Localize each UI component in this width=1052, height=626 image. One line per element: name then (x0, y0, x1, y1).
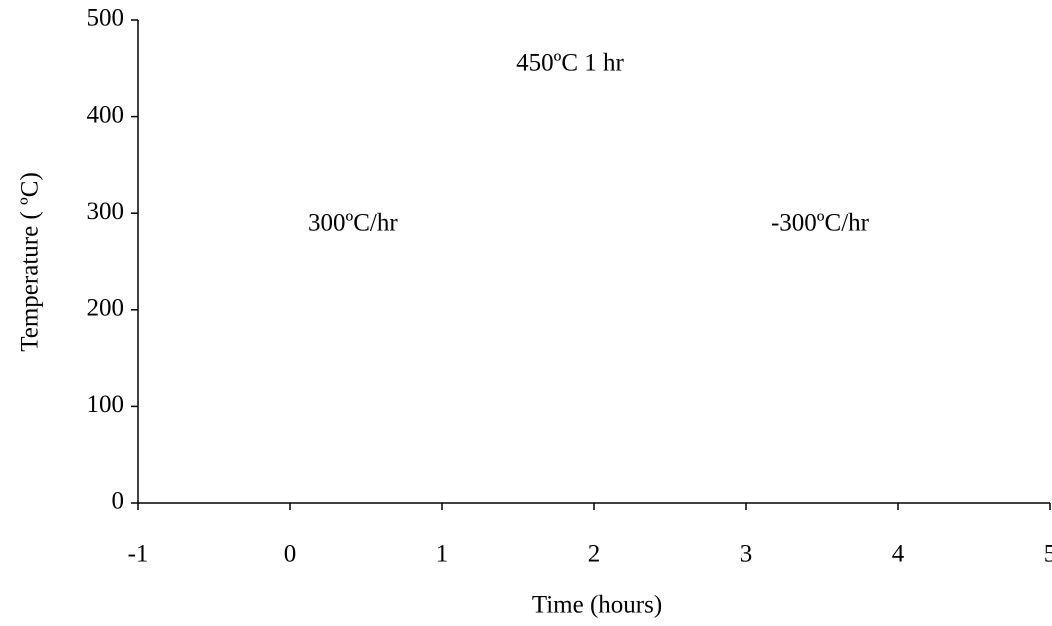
x-axis-label: Time (hours) (532, 592, 662, 619)
y-axis-label: Temperature ( ºC) (17, 172, 44, 352)
x-tick-label: 2 (588, 541, 601, 568)
y-tick-label: 0 (112, 488, 125, 515)
annotation: 450ºC 1 hr (516, 50, 624, 77)
y-tick-label: 400 (87, 101, 125, 128)
annotation: 300ºC/hr (308, 210, 398, 237)
x-tick-label: -1 (128, 541, 149, 568)
y-tick-label: 500 (87, 5, 125, 32)
y-tick-label: 300 (87, 198, 125, 225)
chart: 300ºC/hr 450ºC 1 hr -300ºC/hr Time (hour… (0, 0, 1052, 626)
annotation: -300ºC/hr (771, 210, 870, 237)
x-tick-label: 5 (1044, 541, 1052, 568)
y-tick-label: 200 (87, 295, 125, 322)
x-tick-label: 1 (436, 541, 449, 568)
x-tick-label: 4 (892, 541, 905, 568)
y-tick-label: 100 (87, 391, 125, 418)
x-tick-label: 3 (740, 541, 753, 568)
x-tick-label: 0 (284, 541, 297, 568)
